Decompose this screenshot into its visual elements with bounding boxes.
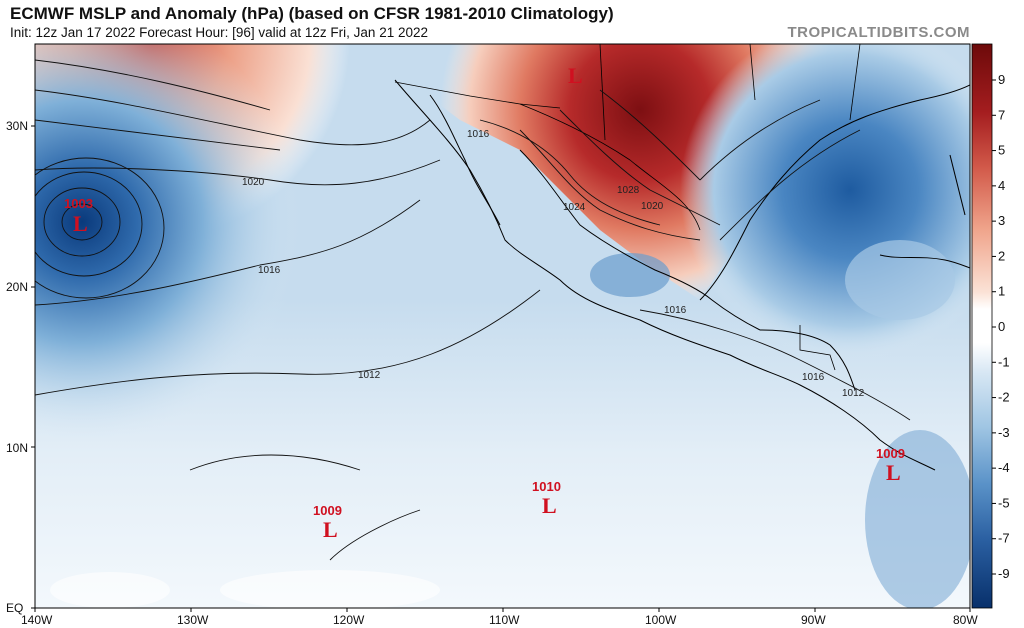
low-pressure-value: 1010 bbox=[532, 479, 561, 494]
lon-tick-label: 110W bbox=[489, 613, 520, 627]
colorbar-label: 7 bbox=[998, 107, 1005, 122]
colorbar-label: 3 bbox=[998, 213, 1005, 228]
colorbar-label: -4 bbox=[998, 460, 1010, 475]
isobar-labels: 1020 1016 1012 1016 1024 1028 1020 1016 … bbox=[242, 129, 865, 399]
low-pressure-value: 1003 bbox=[64, 196, 93, 211]
low-symbol: L bbox=[542, 493, 557, 518]
lon-tick-label: 100W bbox=[645, 613, 677, 627]
low-pressure-centers: 1003 L 1009 L 1010 L 1009 L L bbox=[64, 63, 905, 542]
map-subtitle: Init: 12z Jan 17 2022 Forecast Hour: [96… bbox=[10, 25, 428, 40]
low-center: 1003 L bbox=[64, 196, 93, 236]
colorbar-label: -1 bbox=[998, 354, 1010, 369]
isobar-label: 1016 bbox=[467, 129, 490, 140]
isobar-label: 1020 bbox=[641, 201, 664, 212]
colorbar-label: -9 bbox=[998, 566, 1010, 581]
lon-tick-label: 90W bbox=[801, 613, 826, 627]
colorbar-label: 0 bbox=[998, 319, 1005, 334]
low-pressure-value: 1009 bbox=[876, 446, 905, 461]
coastlines bbox=[394, 79, 970, 471]
isobar-label: 1024 bbox=[563, 202, 586, 213]
isobar-label: 1012 bbox=[358, 370, 381, 381]
lon-tick-label: 80W bbox=[953, 613, 978, 627]
low-symbol: L bbox=[73, 211, 88, 236]
isobar-label: 1016 bbox=[258, 265, 281, 276]
colorbar-label: -5 bbox=[998, 495, 1010, 510]
low-center: 1009 L bbox=[313, 503, 342, 542]
isobar-label: 1016 bbox=[802, 372, 825, 383]
isobar-label: 1028 bbox=[617, 185, 640, 196]
anomaly-field bbox=[35, 44, 970, 608]
isobar-label: 1012 bbox=[842, 388, 865, 399]
colorbar-label: 9 bbox=[998, 72, 1005, 87]
lat-tick-label: EQ bbox=[6, 601, 23, 615]
site-credit: TROPICALTIDBITS.COM bbox=[787, 24, 970, 41]
colorbar-label: 4 bbox=[998, 178, 1005, 193]
colorbar-label: 1 bbox=[998, 284, 1005, 299]
lon-tick-label: 120W bbox=[333, 613, 365, 627]
lon-tick-label: 140W bbox=[21, 613, 53, 627]
low-pressure-value: 1009 bbox=[313, 503, 342, 518]
lat-tick-label: 20N bbox=[6, 280, 28, 294]
low-center: 1010 L bbox=[532, 479, 561, 518]
map-title: ECMWF MSLP and Anomaly (hPa) (based on C… bbox=[10, 4, 614, 23]
lon-tick-label: 130W bbox=[177, 613, 209, 627]
low-symbol: L bbox=[568, 63, 583, 88]
colorbar-label: 5 bbox=[998, 143, 1005, 158]
colorbar-label: 2 bbox=[998, 248, 1005, 263]
lat-tick-label: 30N bbox=[6, 119, 28, 133]
isobar-label: 1020 bbox=[242, 177, 265, 188]
colorbar: 9 7 5 4 3 2 1 0 -1 -2 -3 -4 -5 -7 -9 bbox=[971, 43, 1010, 609]
low-center: 1009 L bbox=[876, 446, 905, 485]
colorbar-label: -7 bbox=[998, 531, 1010, 546]
low-symbol: L bbox=[323, 517, 338, 542]
colorbar-gradient bbox=[971, 43, 993, 609]
colorbar-label: -2 bbox=[998, 390, 1010, 405]
low-center: L bbox=[568, 63, 583, 88]
lat-tick-label: 10N bbox=[6, 441, 28, 455]
country-borders bbox=[394, 44, 861, 371]
isobars bbox=[35, 59, 911, 561]
low-symbol: L bbox=[886, 460, 901, 485]
isobar-label: 1016 bbox=[664, 305, 687, 316]
lat-axis: EQ 10N 20N 30N bbox=[6, 119, 35, 615]
lon-axis: 140W 130W 120W 110W 100W 90W 80W bbox=[21, 608, 978, 627]
colorbar-label: -3 bbox=[998, 425, 1010, 440]
